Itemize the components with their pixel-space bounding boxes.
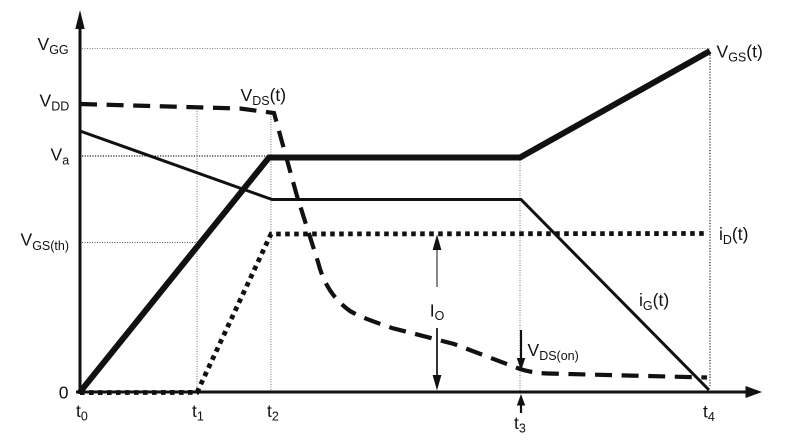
svg-text:iD(t): iD(t): [719, 224, 748, 247]
svg-text:VDS(t): VDS(t): [241, 85, 287, 108]
svg-text:VGS(t): VGS(t): [717, 42, 763, 65]
svg-text:t0: t0: [76, 401, 88, 424]
svg-text:t4: t4: [703, 402, 715, 425]
svg-text:t1: t1: [192, 401, 204, 424]
svg-text:t2: t2: [267, 401, 279, 424]
svg-text:0: 0: [59, 383, 69, 403]
svg-text:t3: t3: [514, 413, 526, 436]
